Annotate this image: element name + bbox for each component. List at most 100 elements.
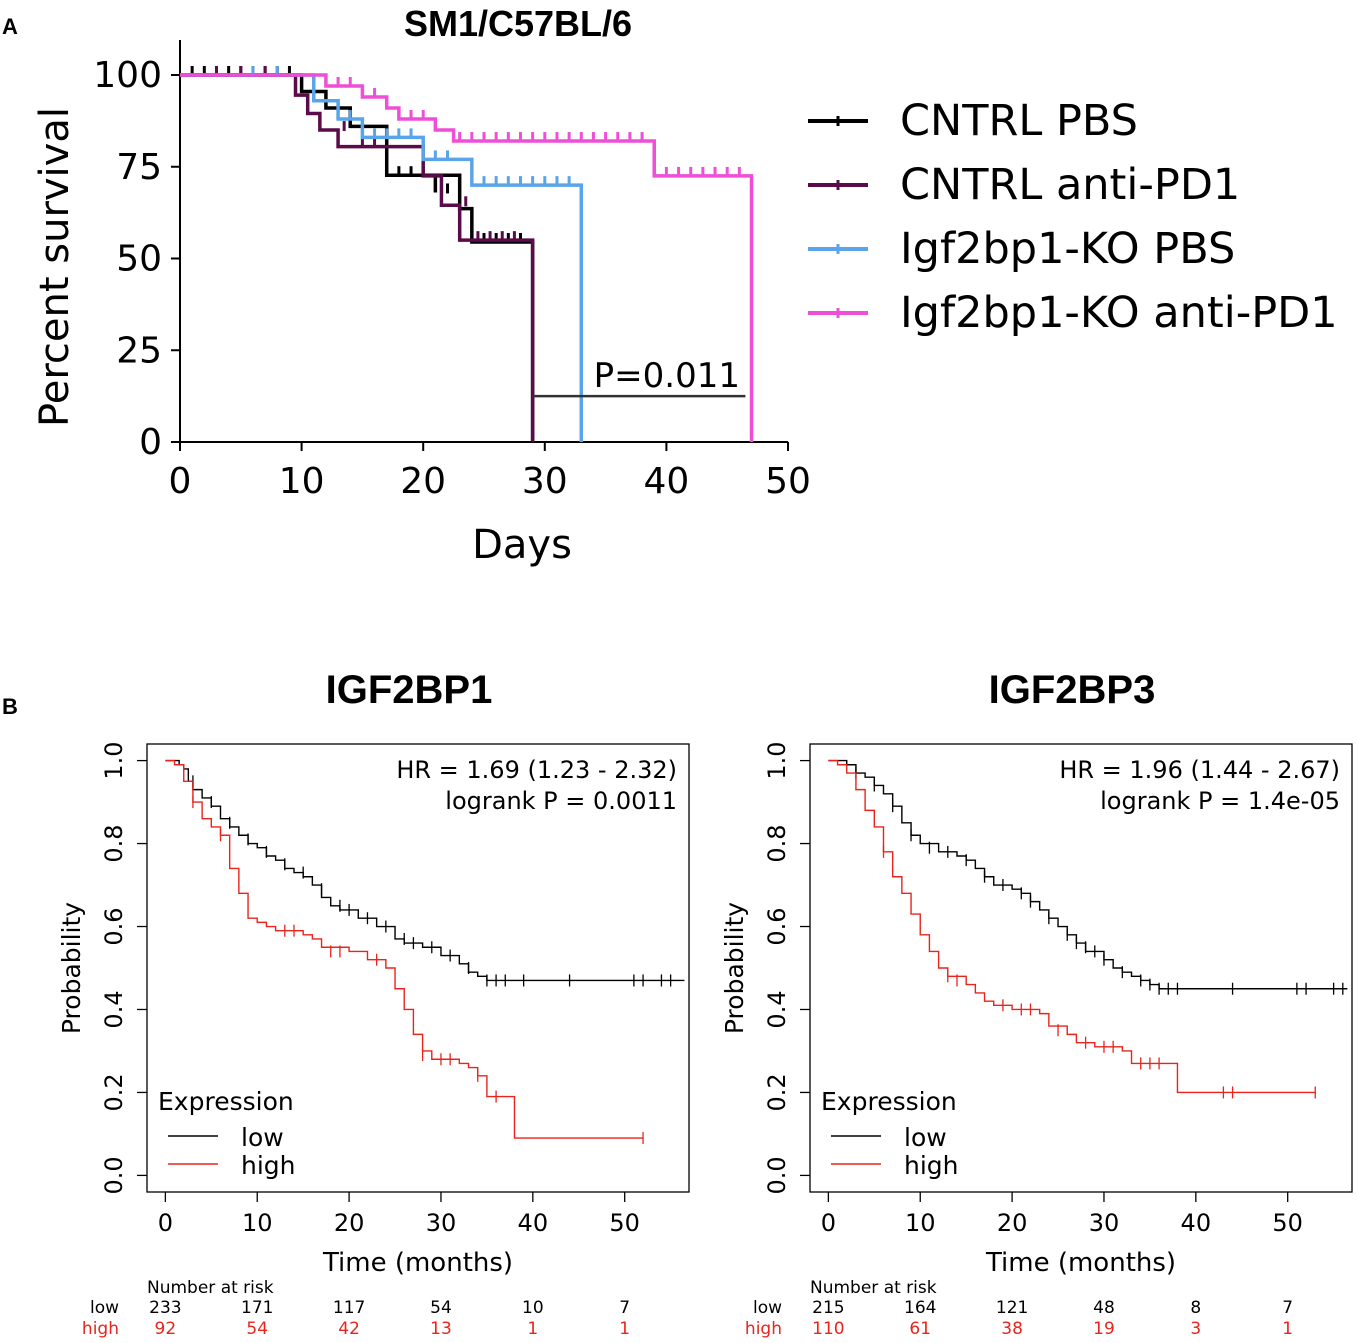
legend-label: high bbox=[904, 1151, 959, 1180]
risk-count: 54 bbox=[246, 1319, 268, 1339]
risk-count: 38 bbox=[1001, 1319, 1023, 1339]
x-tick-label: 30 bbox=[522, 461, 568, 502]
x-axis-label: Time (months) bbox=[985, 1248, 1176, 1278]
y-tick-label: 0.4 bbox=[763, 990, 791, 1028]
x-axis-label: Days bbox=[472, 522, 572, 568]
x-tick-label: 20 bbox=[997, 1209, 1028, 1237]
risk-row-label: high bbox=[82, 1319, 119, 1339]
legend-label: high bbox=[241, 1151, 296, 1180]
risk-count: 164 bbox=[904, 1298, 936, 1318]
legend: CNTRL PBS CNTRL anti-PD1 Igf2bp1-KO PBS Igf… bbox=[808, 96, 1338, 338]
legend-title: Expression bbox=[821, 1087, 957, 1116]
x-tick-label: 50 bbox=[609, 1209, 640, 1237]
hazard-ratio-text: HR = 1.69 (1.23 - 2.32) bbox=[396, 756, 677, 784]
risk-count: 8 bbox=[1190, 1298, 1201, 1318]
y-tick-label: 0.0 bbox=[100, 1156, 128, 1194]
survival-line-2 bbox=[180, 73, 584, 442]
risk-count: 233 bbox=[149, 1298, 181, 1318]
x-tick-label: 40 bbox=[643, 461, 689, 502]
survival-line-low bbox=[165, 759, 685, 982]
survival-line-0 bbox=[180, 73, 535, 442]
survival-chart-igf2bp1: IGF2BP1 0 10 20 30 40 50 0.0 0.2 0.4 0.6 0.8 1.0 Prob… bbox=[57, 668, 690, 1339]
panel-a-label: A bbox=[2, 14, 18, 39]
x-tick-label: 20 bbox=[400, 461, 446, 502]
y-tick-label: 25 bbox=[116, 330, 162, 371]
x-axis-label: Time (months) bbox=[322, 1248, 513, 1278]
plot-frame bbox=[146, 743, 690, 1193]
risk-count: 215 bbox=[812, 1298, 844, 1318]
y-tick-label: 1.0 bbox=[100, 742, 128, 780]
y-tick-label: 100 bbox=[93, 55, 162, 96]
risk-count: 7 bbox=[1282, 1298, 1293, 1318]
hazard-ratio-text: HR = 1.96 (1.44 - 2.67) bbox=[1059, 756, 1340, 784]
y-tick-label: 0.6 bbox=[100, 907, 128, 945]
logrank-p-text: logrank P = 1.4e-05 bbox=[1100, 787, 1340, 815]
chart-title: SM1/C57BL/6 bbox=[404, 3, 632, 44]
y-axis-label: Percent survival bbox=[32, 107, 78, 427]
x-tick-label: 50 bbox=[1272, 1209, 1303, 1237]
x-tick-label: 10 bbox=[242, 1209, 273, 1237]
risk-count: 54 bbox=[430, 1298, 452, 1318]
x-tick-label: 0 bbox=[158, 1209, 173, 1237]
risk-count: 42 bbox=[338, 1319, 360, 1339]
risk-row-label: low bbox=[753, 1298, 782, 1318]
survival-chart-igf2bp3: IGF2BP3 0 10 20 30 40 50 0.0 0.2 0.4 0.6 0.8 1.0 Prob… bbox=[720, 668, 1353, 1339]
legend-label: CNTRL anti-PD1 bbox=[900, 160, 1240, 210]
x-tick-label: 10 bbox=[279, 461, 325, 502]
legend-label: Igf2bp1-KO PBS bbox=[900, 224, 1235, 274]
y-tick-label: 0.2 bbox=[100, 1073, 128, 1111]
risk-row-label: high bbox=[745, 1319, 782, 1339]
x-tick-label: 20 bbox=[334, 1209, 365, 1237]
y-tick-label: 0.2 bbox=[763, 1073, 791, 1111]
legend-label: Igf2bp1-KO anti-PD1 bbox=[900, 288, 1338, 338]
x-tick-label: 30 bbox=[426, 1209, 457, 1237]
risk-table-title: Number at risk bbox=[147, 1278, 274, 1298]
y-tick-label: 75 bbox=[116, 147, 162, 188]
risk-count: 48 bbox=[1093, 1298, 1115, 1318]
panel-b-label: B bbox=[2, 694, 18, 719]
risk-row-label: low bbox=[90, 1298, 119, 1318]
p-value-annotation: P=0.011 bbox=[594, 356, 740, 396]
risk-count: 1 bbox=[1282, 1319, 1293, 1339]
x-tick-label: 0 bbox=[821, 1209, 836, 1237]
y-tick-label: 0 bbox=[139, 422, 162, 463]
risk-count: 121 bbox=[996, 1298, 1028, 1318]
legend-label: CNTRL PBS bbox=[900, 96, 1138, 146]
legend-title: Expression bbox=[158, 1087, 294, 1116]
x-tick-label: 0 bbox=[169, 461, 192, 502]
y-axis-label: Probability bbox=[720, 902, 749, 1034]
risk-table-title: Number at risk bbox=[810, 1278, 937, 1298]
y-tick-label: 0.0 bbox=[763, 1156, 791, 1194]
survival-line-1 bbox=[180, 73, 535, 442]
chart-title: IGF2BP3 bbox=[989, 668, 1156, 712]
x-tick-label: 50 bbox=[765, 461, 811, 502]
y-tick-label: 0.8 bbox=[100, 824, 128, 862]
risk-count: 92 bbox=[155, 1319, 177, 1339]
y-tick-label: 1.0 bbox=[763, 742, 791, 780]
x-tick-label: 40 bbox=[518, 1209, 549, 1237]
chart-title: IGF2BP1 bbox=[326, 668, 493, 712]
legend-label: low bbox=[241, 1123, 284, 1152]
survival-line-low bbox=[828, 759, 1348, 990]
risk-count: 61 bbox=[909, 1319, 931, 1339]
y-tick-label: 0.4 bbox=[100, 990, 128, 1028]
survival-line-high bbox=[165, 759, 644, 1139]
y-axis-label: Probability bbox=[57, 902, 86, 1034]
logrank-p-text: logrank P = 0.0011 bbox=[445, 787, 677, 815]
risk-count: 7 bbox=[619, 1298, 630, 1318]
plot-frame bbox=[809, 743, 1353, 1193]
risk-count: 1 bbox=[527, 1319, 538, 1339]
x-tick-label: 40 bbox=[1181, 1209, 1212, 1237]
risk-count: 10 bbox=[522, 1298, 544, 1318]
risk-count: 110 bbox=[812, 1319, 844, 1339]
y-tick-label: 0.8 bbox=[763, 824, 791, 862]
risk-count: 3 bbox=[1190, 1319, 1201, 1339]
y-tick-label: 50 bbox=[116, 239, 162, 280]
survival-chart-sm1: SM1/C57BL/6 0 10 20 30 40 50 0 25 50 75 100 P=0.01… bbox=[32, 3, 1338, 568]
legend-label: low bbox=[904, 1123, 947, 1152]
x-tick-label: 30 bbox=[1089, 1209, 1120, 1237]
risk-count: 1 bbox=[619, 1319, 630, 1339]
risk-count: 19 bbox=[1093, 1319, 1115, 1339]
risk-count: 13 bbox=[430, 1319, 452, 1339]
